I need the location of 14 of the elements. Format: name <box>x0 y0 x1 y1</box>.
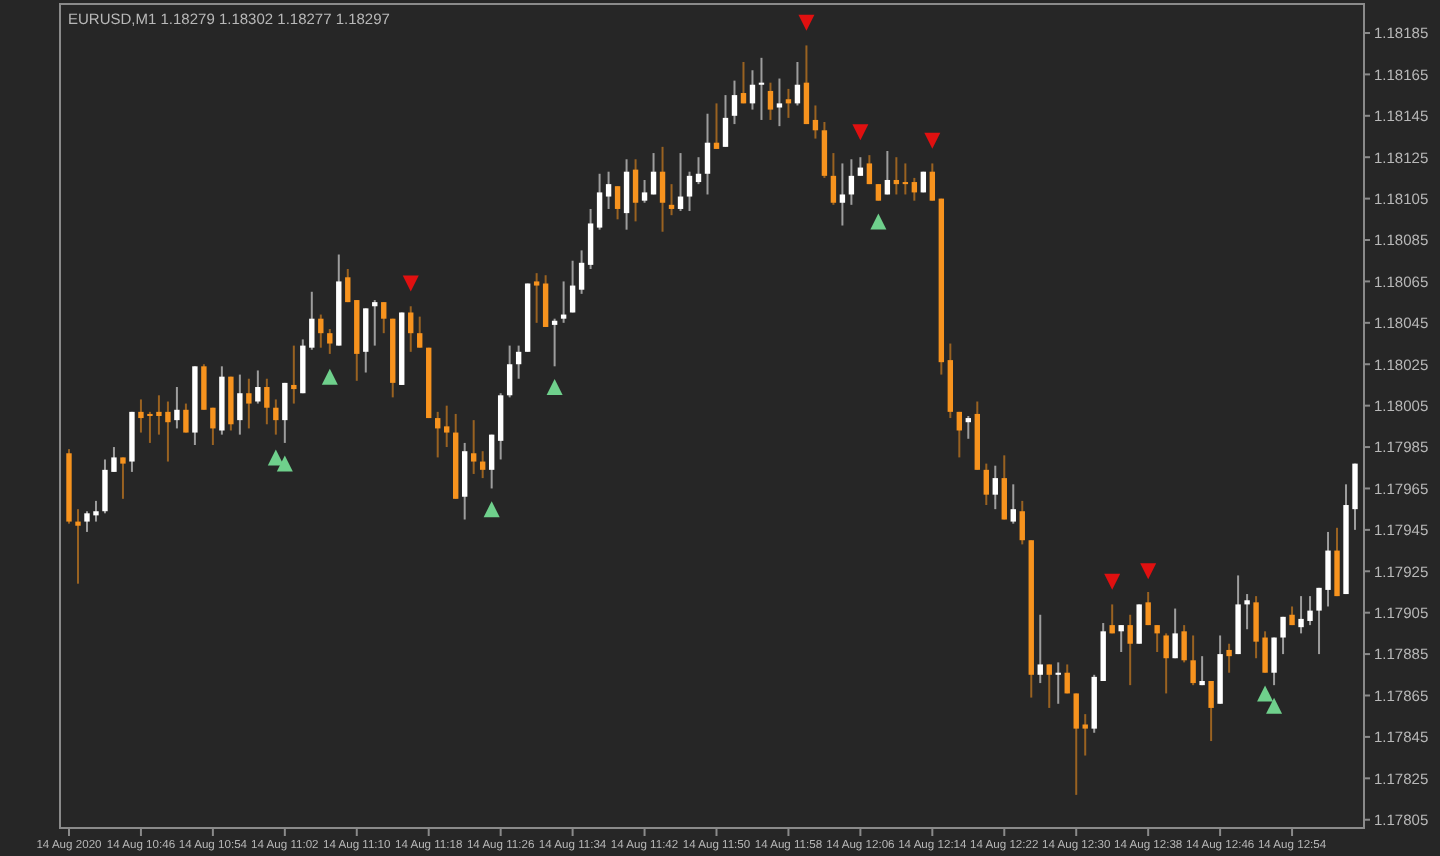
point <box>483 501 500 518</box>
point <box>852 124 869 141</box>
point <box>1266 697 1283 714</box>
point <box>276 455 293 472</box>
point <box>870 213 887 230</box>
point <box>1140 563 1157 580</box>
point <box>1104 573 1121 590</box>
point <box>924 132 941 149</box>
point <box>402 275 419 292</box>
candlestick <box>1136 603 1142 645</box>
point <box>321 368 338 385</box>
point <box>798 14 815 31</box>
point <box>546 379 563 396</box>
point <box>1257 685 1274 702</box>
